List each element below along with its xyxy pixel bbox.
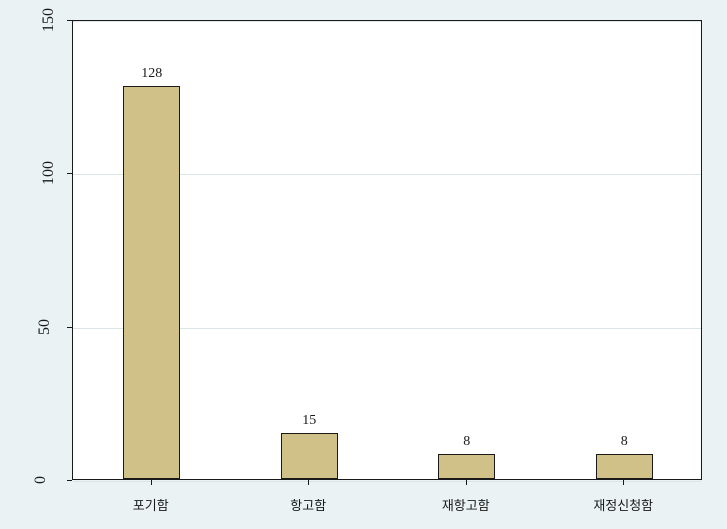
xtick-label: 재정신청함	[563, 495, 683, 514]
xtick-mark	[151, 480, 152, 485]
xtick-mark	[466, 480, 467, 485]
ytick-label: 50	[36, 319, 54, 335]
bar	[123, 86, 180, 479]
chart-canvas: 128 15 8 8 0 50 100 150 포기함 항고함 재항고함 재정신청함	[0, 0, 727, 529]
bar-value-label: 8	[584, 434, 664, 450]
xtick-label: 항고함	[248, 495, 368, 514]
plot-area: 128 15 8 8	[72, 20, 702, 480]
ytick-label: 150	[40, 8, 58, 32]
bar	[438, 454, 495, 479]
bar-value-label: 15	[269, 413, 349, 429]
xtick-label: 재항고함	[406, 495, 526, 514]
gridline	[73, 481, 701, 482]
xtick-mark	[623, 480, 624, 485]
ytick-label: 100	[40, 161, 58, 185]
bar-value-label: 8	[427, 434, 507, 450]
gridline	[73, 21, 701, 22]
ytick-label: 0	[32, 476, 50, 484]
ytick-mark	[67, 480, 72, 481]
xtick-label: 포기함	[91, 495, 211, 514]
bar-value-label: 128	[112, 66, 192, 82]
xtick-mark	[308, 480, 309, 485]
bar	[281, 433, 338, 479]
bar	[596, 454, 653, 479]
ytick-mark	[67, 327, 72, 328]
ytick-mark	[67, 20, 72, 21]
ytick-mark	[67, 173, 72, 174]
